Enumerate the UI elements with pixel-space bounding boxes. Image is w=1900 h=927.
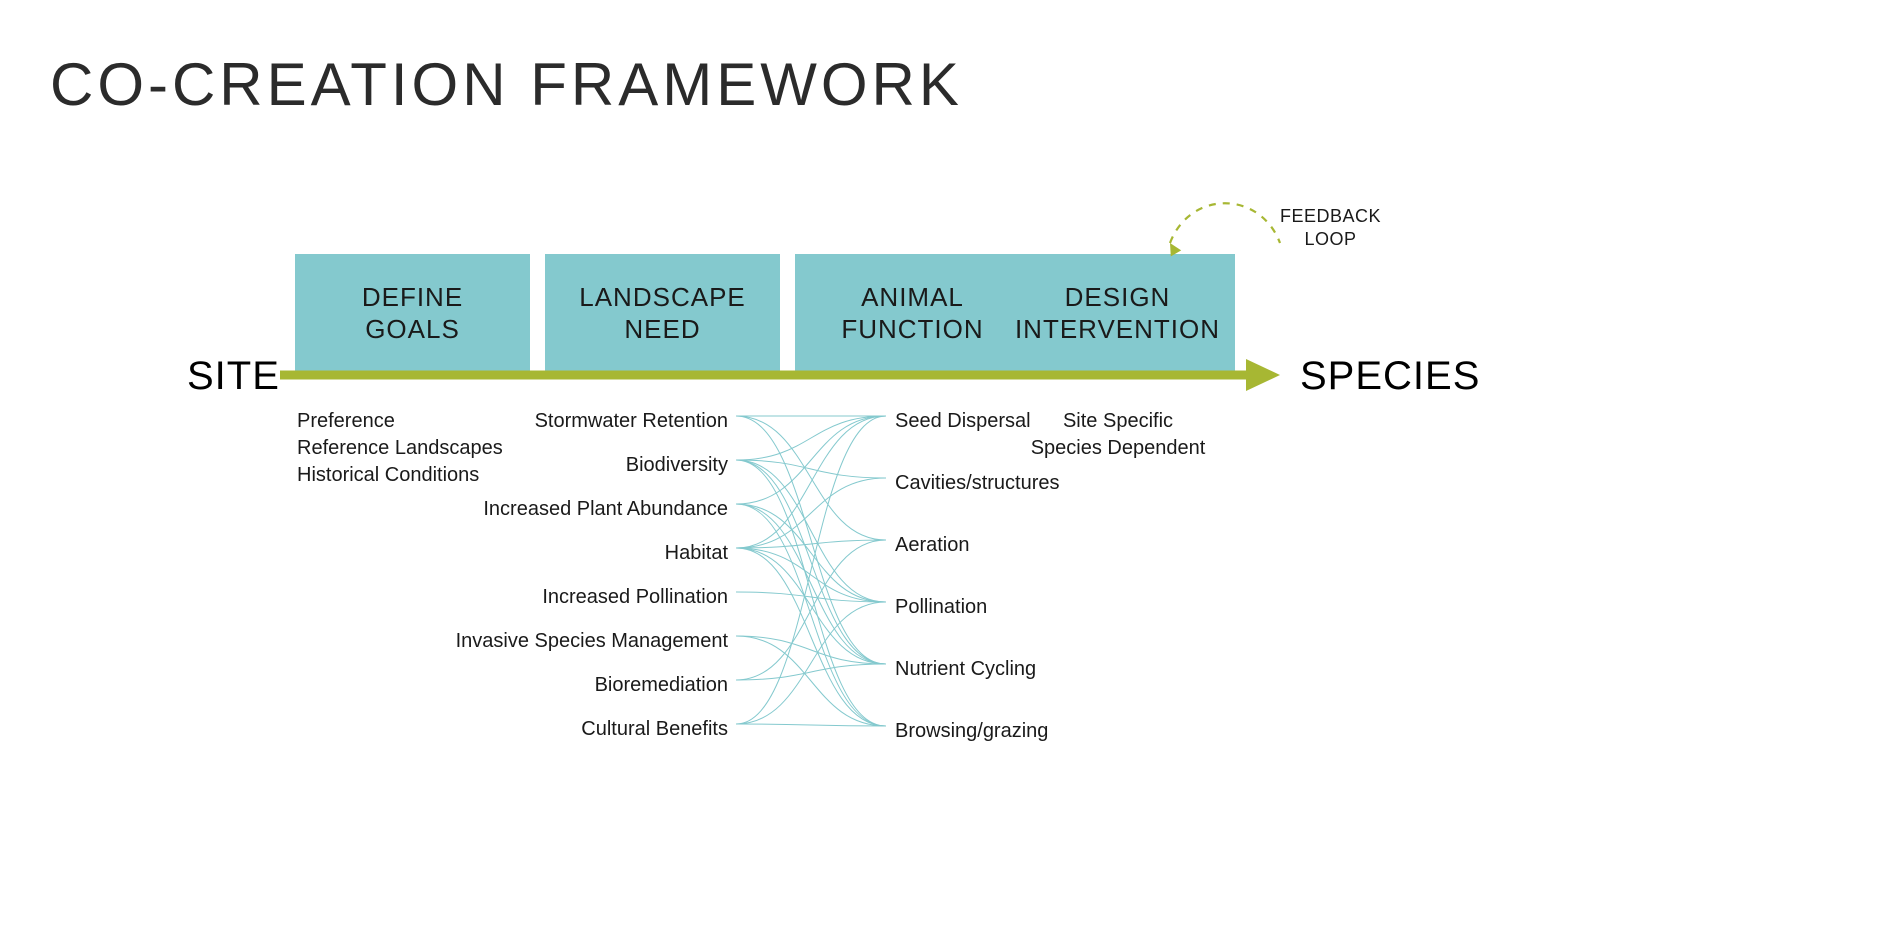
stage-label-line1: DESIGN	[1065, 282, 1171, 312]
sub-item-animal: Pollination	[895, 593, 987, 621]
sub-item-design: Species Dependent	[1031, 434, 1206, 462]
stage-label-line1: LANDSCAPE	[579, 282, 746, 312]
axis-label-species: SPECIES	[1300, 354, 1480, 399]
diagram-svg-layer	[0, 0, 1900, 927]
stage-label-line2: GOALS	[365, 314, 460, 344]
stage-animal-function: ANIMAL FUNCTION	[795, 254, 1030, 372]
stage-label-line2: FUNCTION	[841, 314, 983, 344]
sub-item-landscape: Increased Plant Abundance	[483, 495, 728, 523]
stage-landscape-need: LANDSCAPE NEED	[545, 254, 780, 372]
stage-define-goals: DEFINE GOALS	[295, 254, 530, 372]
sub-item-animal: Browsing/grazing	[895, 717, 1048, 745]
feedback-line2: LOOP	[1305, 229, 1357, 249]
feedback-loop-label: FEEDBACK LOOP	[1280, 205, 1381, 252]
sub-item-design: Site Specific	[1063, 407, 1173, 435]
sub-item-landscape: Biodiversity	[626, 451, 728, 479]
sub-item-define: Historical Conditions	[297, 461, 479, 489]
stage-label-line2: NEED	[624, 314, 700, 344]
sub-item-landscape: Increased Pollination	[542, 583, 728, 611]
sub-item-landscape: Habitat	[665, 539, 728, 567]
sub-item-define: Reference Landscapes	[297, 434, 503, 462]
sub-item-landscape: Invasive Species Management	[456, 627, 728, 655]
sub-item-landscape: Bioremediation	[595, 671, 728, 699]
sub-item-animal: Nutrient Cycling	[895, 655, 1036, 683]
sub-item-animal: Cavities/structures	[895, 469, 1060, 497]
feedback-line1: FEEDBACK	[1280, 206, 1381, 226]
sub-item-animal: Aeration	[895, 531, 970, 559]
sub-item-landscape: Cultural Benefits	[581, 715, 728, 743]
axis-label-site: SITE	[187, 354, 280, 399]
stage-label-line1: DEFINE	[362, 282, 463, 312]
stage-label-line2: INTERVENTION	[1015, 314, 1220, 344]
page-title: CO-CREATION FRAMEWORK	[50, 50, 963, 119]
sub-item-landscape: Stormwater Retention	[535, 407, 728, 435]
sub-item-animal: Seed Dispersal	[895, 407, 1031, 435]
sub-item-define: Preference	[297, 407, 395, 435]
stage-design-intervention: DESIGN INTERVENTION	[1000, 254, 1235, 372]
stage-label-line1: ANIMAL	[861, 282, 964, 312]
